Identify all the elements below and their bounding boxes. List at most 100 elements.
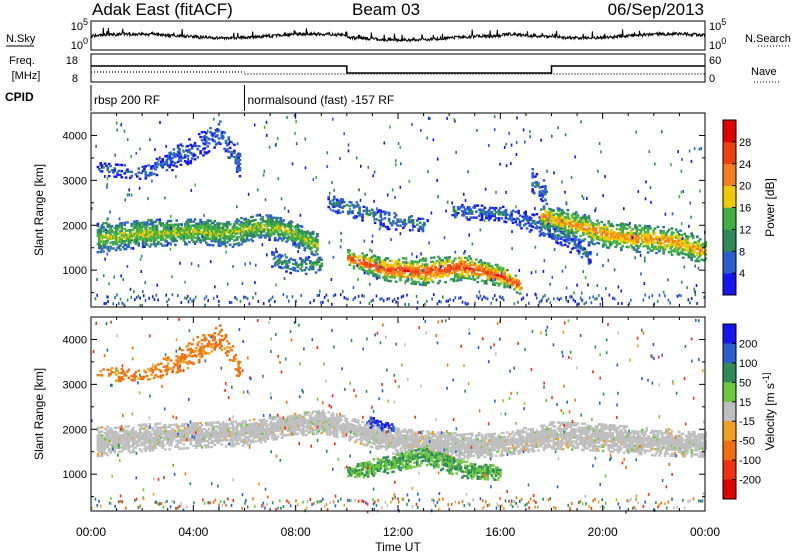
range-cell bbox=[497, 284, 501, 287]
range-cell bbox=[421, 223, 425, 227]
range-cell bbox=[372, 264, 375, 267]
range-cell bbox=[289, 267, 292, 271]
speckle bbox=[109, 210, 111, 214]
speckle bbox=[372, 174, 374, 178]
range-cell bbox=[126, 168, 129, 171]
speckle bbox=[699, 189, 701, 193]
range-cell bbox=[542, 222, 546, 225]
range-cell bbox=[423, 279, 426, 283]
range-cell bbox=[150, 235, 153, 238]
range-cell bbox=[347, 259, 350, 262]
range-cell bbox=[404, 257, 408, 260]
range-cell bbox=[165, 160, 169, 164]
range-cell bbox=[493, 271, 496, 274]
range-cell bbox=[371, 272, 374, 275]
range-cell bbox=[151, 220, 155, 224]
speckle bbox=[312, 178, 315, 182]
range-cell bbox=[559, 241, 563, 244]
speckle bbox=[369, 282, 371, 286]
range-cell bbox=[164, 434, 167, 437]
range-cell bbox=[670, 237, 674, 240]
range-cell bbox=[212, 232, 215, 235]
range-cell bbox=[113, 175, 117, 178]
range-cell bbox=[196, 228, 200, 232]
range-cell bbox=[223, 234, 226, 238]
range-cell bbox=[503, 275, 506, 279]
range-cell bbox=[150, 171, 153, 174]
range-cell bbox=[243, 222, 246, 225]
range-cell bbox=[506, 283, 509, 286]
speckle bbox=[209, 260, 212, 264]
range-cell bbox=[199, 218, 202, 222]
range-cell bbox=[266, 232, 270, 235]
range-cell bbox=[296, 237, 299, 241]
range-cell bbox=[258, 226, 261, 229]
range-cell bbox=[663, 244, 667, 247]
speckle bbox=[214, 285, 216, 289]
range-cell bbox=[559, 243, 563, 246]
scatter-feature bbox=[327, 195, 426, 233]
range-cell bbox=[145, 233, 149, 236]
range-cell bbox=[375, 265, 378, 268]
speckle bbox=[483, 295, 485, 299]
range-cell bbox=[130, 247, 133, 250]
range-cell bbox=[176, 160, 180, 164]
range-cell bbox=[109, 241, 112, 244]
range-cell bbox=[591, 224, 595, 227]
range-cell bbox=[376, 270, 380, 273]
range-cell bbox=[480, 269, 484, 272]
speckle bbox=[558, 298, 560, 302]
range-cell bbox=[352, 206, 356, 209]
range-cell bbox=[96, 242, 100, 246]
range-cell bbox=[690, 234, 693, 237]
range-cell bbox=[155, 428, 159, 432]
speckle bbox=[446, 116, 448, 120]
range-cell bbox=[189, 438, 193, 442]
range-cell bbox=[195, 446, 198, 449]
range-cell bbox=[241, 240, 245, 244]
range-cell bbox=[130, 445, 133, 448]
range-cell bbox=[141, 229, 145, 232]
range-cell bbox=[306, 246, 309, 249]
speckle bbox=[265, 133, 268, 137]
range-cell bbox=[131, 450, 135, 454]
speckle bbox=[369, 248, 371, 252]
speckle bbox=[275, 283, 277, 287]
range-cell bbox=[127, 435, 131, 438]
range-cell bbox=[352, 204, 356, 207]
speckle bbox=[283, 277, 286, 280]
speckle bbox=[105, 295, 108, 299]
range-cell bbox=[133, 240, 136, 244]
range-cell bbox=[563, 243, 567, 246]
range-cell bbox=[577, 240, 581, 243]
range-cell bbox=[197, 442, 201, 445]
range-cell bbox=[562, 219, 565, 222]
range-cell bbox=[178, 152, 181, 155]
range-cell bbox=[206, 439, 209, 443]
range-cell bbox=[233, 149, 236, 152]
range-cell bbox=[686, 241, 689, 244]
range-cell bbox=[167, 438, 170, 441]
speckle bbox=[564, 265, 567, 269]
range-cell bbox=[539, 208, 543, 211]
range-cell bbox=[425, 271, 429, 274]
range-cell bbox=[137, 436, 140, 439]
range-cell bbox=[203, 427, 207, 431]
range-cell bbox=[109, 451, 112, 454]
speckle bbox=[461, 300, 464, 304]
range-cell bbox=[572, 232, 575, 236]
range-cell bbox=[475, 210, 478, 213]
range-cell bbox=[238, 229, 242, 232]
range-cell bbox=[579, 247, 582, 250]
range-cell bbox=[252, 233, 256, 236]
range-cell bbox=[485, 280, 488, 283]
range-cell bbox=[266, 228, 270, 231]
range-cell bbox=[137, 432, 140, 435]
range-cell bbox=[577, 246, 581, 249]
range-cell bbox=[130, 170, 133, 174]
range-cell bbox=[423, 221, 426, 225]
range-cell bbox=[134, 434, 138, 437]
range-cell bbox=[525, 217, 529, 220]
range-cell bbox=[572, 224, 575, 228]
range-cell bbox=[272, 228, 276, 232]
